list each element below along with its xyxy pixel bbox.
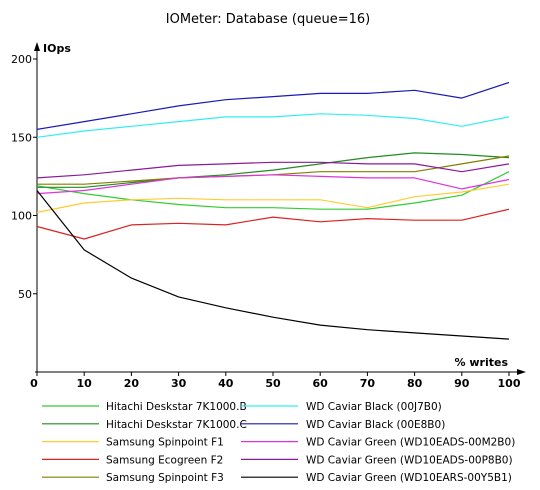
y-axis-arrow: [34, 42, 40, 51]
legend-label-10: WD Caviar Green (WD10EARS-00Y5B1): [306, 472, 512, 484]
series-layer: [36, 81, 510, 340]
chart-title: IOMeter: Database (queue=16): [166, 12, 370, 27]
legend-label-8: WD Caviar Green (WD10EADS-00M2B0): [306, 437, 515, 449]
series-line-4: [36, 208, 510, 240]
y-axis-label: IOps: [43, 42, 71, 55]
x-tick-label: 40: [218, 377, 234, 390]
series-line-7: [36, 81, 510, 130]
legend-label-4: Samsung Ecogreen F2: [106, 454, 223, 466]
x-tick-label: 10: [77, 377, 93, 390]
legend-label-1: Hitachi Deskstar 7K1000.B: [106, 401, 247, 413]
legend: Hitachi Deskstar 7K1000.B Hitachi Desksta…: [42, 401, 515, 484]
legend-label-6: WD Caviar Black (00J7B0): [306, 401, 442, 413]
legend-label-3: Samsung Spinpoint F1: [106, 437, 224, 449]
x-tick-label: 30: [171, 377, 187, 390]
y-tick-label: 200: [11, 53, 32, 66]
x-axis-label: % writes: [455, 356, 509, 369]
series-line-3: [36, 183, 510, 213]
x-tick-label: 0: [30, 377, 38, 390]
series-line-9: [36, 161, 510, 179]
y-tick-label: 150: [11, 131, 32, 144]
series-line-8: [36, 174, 510, 195]
x-tick-label: 100: [498, 377, 521, 390]
series-line-2: [37, 152, 510, 188]
series-line-1: [36, 171, 510, 210]
series-line-10: [36, 190, 510, 340]
legend-label-7: WD Caviar Black (00E8B0): [306, 419, 445, 431]
x-tick-label: 20: [124, 377, 140, 390]
axes: 50 100 150 200 IOps 0 10 20 30 40 50 60 70 80 90 100 % w…: [11, 42, 526, 390]
legend-label-9: WD Caviar Green (WD10EADS-00P8B0): [306, 454, 513, 466]
x-tick-label: 70: [360, 377, 376, 390]
x-tick-label: 60: [313, 377, 329, 390]
legend-label-2: Hitachi Deskstar 7K1000.C: [106, 419, 247, 431]
x-tick-label: 80: [407, 377, 423, 390]
x-tick-label: 50: [265, 377, 281, 390]
y-tick-label: 50: [18, 288, 32, 301]
x-axis-arrow: [517, 369, 526, 375]
y-tick-label: 100: [11, 210, 32, 223]
series-line-6: [36, 113, 510, 138]
legend-label-5: Samsung Spinpoint F3: [106, 472, 224, 484]
x-tick-label: 90: [454, 377, 470, 390]
